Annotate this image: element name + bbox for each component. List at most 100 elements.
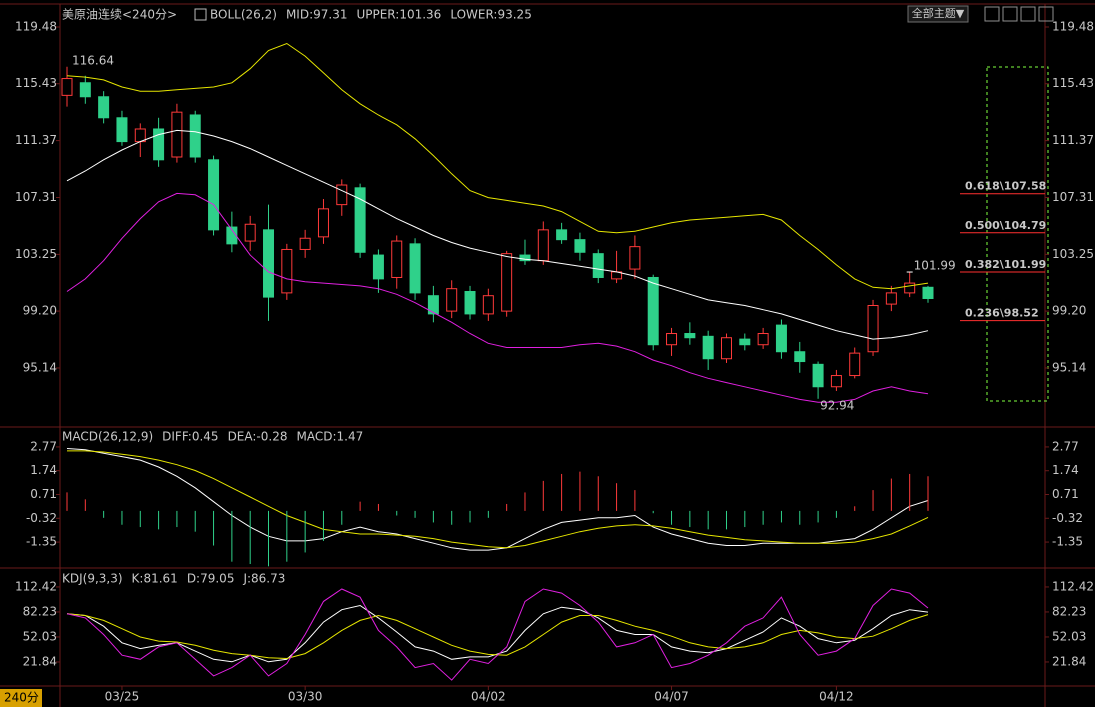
candle-body: [556, 229, 568, 241]
y-tick-label: 103.25: [15, 247, 57, 261]
indicator-line: [67, 450, 929, 549]
candle-body: [684, 333, 696, 339]
y-tick-label-right: 52.03: [1052, 629, 1086, 643]
candle-body: [226, 226, 238, 245]
candle-body: [317, 208, 329, 238]
tool-icon[interactable]: [1038, 6, 1054, 22]
candle-body: [391, 240, 403, 278]
boll-line: [66, 42, 929, 290]
y-tick-label: 107.31: [15, 190, 57, 204]
candle-body: [244, 223, 256, 242]
x-tick-label: 04/07: [654, 690, 689, 704]
candle-body: [208, 159, 220, 231]
legend-entry: DEA:-0.28: [228, 430, 288, 444]
candle-body: [354, 187, 366, 253]
y-tick-label-right: 115.43: [1052, 76, 1094, 90]
candle-body: [189, 114, 201, 158]
candle-body: [702, 335, 714, 360]
y-tick-label: 0.71: [30, 487, 57, 501]
candle-body: [336, 184, 348, 206]
y-tick-label: 112.42: [15, 579, 57, 593]
y-tick-label-right: 111.37: [1052, 133, 1094, 147]
range-box: [986, 66, 1049, 402]
candle-body: [794, 351, 806, 363]
high-label: 116.64: [72, 53, 114, 67]
candle-body: [79, 82, 91, 98]
indicator-line: [66, 448, 929, 551]
chart-title: 美原油连续<240分>: [62, 7, 177, 22]
y-tick-label: 2.77: [30, 439, 57, 453]
legend-entry: MID:97.31: [286, 8, 348, 22]
candle-body: [98, 96, 110, 119]
x-tick-label: 03/30: [288, 690, 323, 704]
candle-body: [849, 352, 861, 377]
period-badge[interactable]: [0, 689, 42, 707]
y-tick-label-right: 2.77: [1052, 439, 1079, 453]
x-tick-label: 03/25: [105, 690, 140, 704]
y-tick-label-right: 21.84: [1052, 654, 1086, 668]
candle-body: [574, 239, 586, 253]
candle-body: [922, 286, 934, 299]
y-tick-label: 52.03: [23, 629, 57, 643]
candle-body: [482, 295, 494, 315]
fib-label: 0.382\101.99: [965, 258, 1046, 271]
period-label[interactable]: 240分: [4, 691, 39, 705]
fib-label: 0.500\104.79: [965, 219, 1046, 232]
x-tick-label: 04/02: [471, 690, 506, 704]
legend-entry: MACD:1.47: [296, 430, 363, 444]
candle-body: [171, 111, 183, 158]
candle-body: [409, 243, 421, 294]
legend-entry: D:79.05: [187, 572, 235, 586]
fib-label: 0.236\98.52: [965, 307, 1039, 320]
indicator-line: [66, 588, 929, 681]
y-tick-label: 111.37: [15, 133, 57, 147]
candle-body: [592, 253, 604, 278]
recent-high-label: 101.99: [914, 259, 956, 273]
candle-body: [446, 288, 458, 312]
candle-body: [647, 276, 659, 346]
candle-body: [885, 292, 897, 305]
candle-body: [153, 128, 165, 161]
panel-title: KDJ(9,3,3): [62, 572, 123, 586]
indicator-name: BOLL(26,2): [210, 8, 277, 22]
tool-icon[interactable]: [984, 6, 1000, 22]
theme-button[interactable]: [907, 5, 969, 23]
low-label: 92.94: [820, 398, 854, 412]
candle-body: [263, 229, 275, 298]
candle-body: [720, 337, 732, 360]
legend-entry: J:86.73: [242, 572, 285, 586]
y-tick-label-right: 107.31: [1052, 190, 1094, 204]
y-tick-label-right: 95.14: [1052, 360, 1086, 374]
candle-body: [812, 363, 824, 388]
y-tick-label-right: -0.32: [1052, 511, 1083, 525]
y-tick-label-right: 103.25: [1052, 247, 1094, 261]
candle-body: [372, 254, 384, 280]
tool-icon[interactable]: [1002, 6, 1018, 22]
candle-body: [61, 78, 73, 96]
fib-label: 0.618\107.58: [965, 180, 1046, 193]
y-tick-label: 99.20: [23, 304, 57, 318]
theme-button-label[interactable]: 全部主题▼: [912, 6, 965, 20]
y-tick-label: 95.14: [23, 360, 57, 374]
candle-body: [116, 117, 128, 143]
y-tick-label-right: 112.42: [1052, 579, 1094, 593]
candle-body: [775, 324, 787, 353]
y-tick-label: 119.48: [15, 19, 57, 33]
candle-body: [134, 128, 146, 143]
indicator-icon: [194, 8, 207, 21]
candle-body: [757, 333, 769, 346]
candle-body: [519, 254, 531, 262]
tool-icon[interactable]: [1020, 6, 1036, 22]
y-tick-label-right: 1.74: [1052, 463, 1079, 477]
y-tick-label-right: 99.20: [1052, 304, 1086, 318]
y-tick-label: 21.84: [23, 654, 57, 668]
y-tick-label: -1.35: [26, 535, 57, 549]
panel-title: MACD(26,12,9): [62, 430, 153, 444]
y-tick-label-right: 119.48: [1052, 19, 1094, 33]
y-tick-label-right: 82.23: [1052, 604, 1086, 618]
indicator-line: [66, 604, 929, 663]
boll-line: [66, 129, 929, 340]
candle-body: [629, 246, 641, 270]
legend-entry: K:81.61: [132, 572, 178, 586]
y-tick-label-right: -1.35: [1052, 535, 1083, 549]
